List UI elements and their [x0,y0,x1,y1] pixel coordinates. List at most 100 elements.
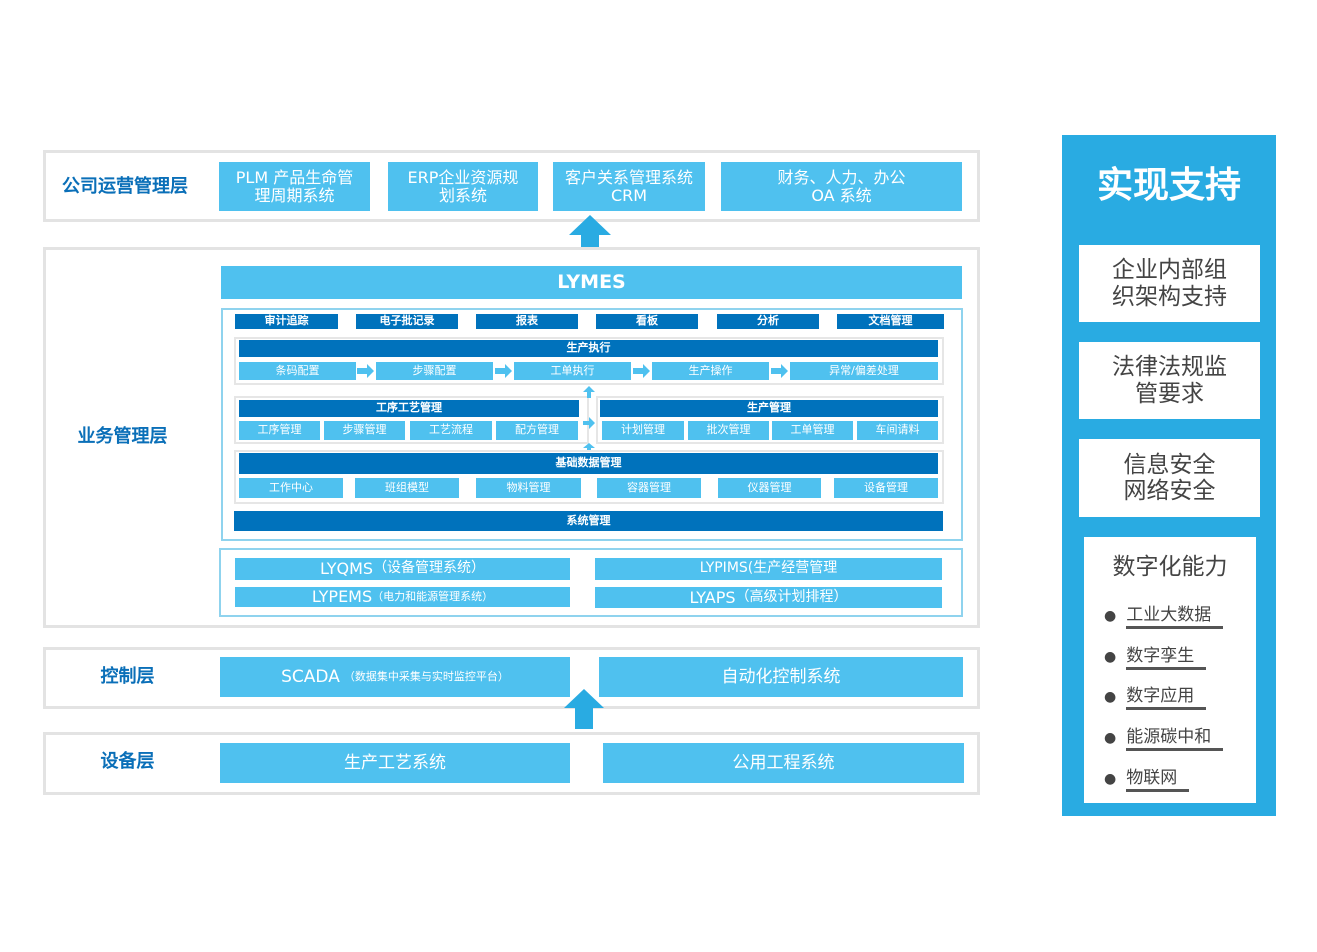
production-item[interactable]: 车间请料 [857,421,938,440]
step-barcode-config[interactable]: 条码配置 [239,362,356,380]
tab-reports[interactable]: 报表 [476,314,578,329]
arrow-right-icon [771,364,788,378]
sec-line1: 信息安全 [1123,451,1216,478]
production-item[interactable]: 工单管理 [772,421,853,440]
oa-line1: 财务、人力、办公 [777,167,906,187]
company-layer-label: 公司运营管理层 [62,176,188,198]
sec-line2: 网络安全 [1123,478,1216,504]
step-step-config[interactable]: 步骤配置 [376,362,493,380]
lyqms-name: LYQMS [319,559,374,579]
lymes-bar[interactable]: LYMES [221,266,962,299]
base-data-item[interactable]: 班组模型 [355,478,459,498]
plm-line2: 理周期系统 [254,185,335,205]
org-line2: 织架构支持 [1112,283,1227,310]
reg-line2: 管要求 [1135,380,1204,407]
process-management-frame [234,396,589,444]
tab-dashboard[interactable]: 看板 [596,314,698,329]
support-box-org: 企业内部组 织架构支持 [1079,245,1260,322]
lypems-name: LYPEMS [311,587,373,607]
base-data-item[interactable]: 工作中心 [239,478,343,498]
arrow-right-icon [633,364,650,378]
base-data-item[interactable]: 容器管理 [597,478,701,498]
process-item[interactable]: 工艺流程 [410,421,492,440]
bullet-icon: ● [1104,771,1117,787]
tab-analysis[interactable]: 分析 [717,314,819,329]
subsystem-lyaps[interactable]: LYAPS （高级计划排程） [595,587,942,608]
arrow-right-icon [495,364,512,378]
erp-system[interactable]: ERP企业资源规 划系统 [388,162,538,211]
step-exception-handling[interactable]: 异常/偏差处理 [790,362,938,380]
production-item[interactable]: 计划管理 [602,421,684,440]
crm-line2: CRM [610,185,648,205]
lyaps-desc: （高级计划排程） [735,588,848,605]
automation-control-system[interactable]: 自动化控制系统 [599,657,963,697]
bullet-icon: ● [1104,730,1117,746]
oa-line2: OA 系统 [811,185,872,205]
scada-desc: （数据集中采集与实时监控平台） [343,669,509,683]
erp-line2: 划系统 [438,185,487,205]
base-data-frame [234,450,944,504]
subsystem-lyqms[interactable]: LYQMS （设备管理系统） [235,558,570,580]
digital-item[interactable]: ● 物联网 [1104,763,1190,792]
arrow-up-icon [569,215,611,256]
process-item[interactable]: 工序管理 [239,421,320,440]
lymes-frame [221,308,963,541]
org-line1: 企业内部组 [1112,257,1227,284]
base-data-title: 基础数据管理 [239,453,938,474]
support-box-regulation: 法律法规监 管要求 [1079,342,1260,419]
system-management-bar[interactable]: 系统管理 [234,511,943,531]
production-item[interactable]: 批次管理 [688,421,769,440]
crm-line1: 客户关系管理系统 [564,167,693,187]
bullet-icon: ● [1104,608,1117,624]
digital-item[interactable]: ● 数字孪生 [1104,641,1207,670]
tab-electronic-batch-record[interactable]: 电子批记录 [356,314,458,329]
lypims-name: LYPIMS(生产经营管理 [699,560,838,577]
lyaps-name: LYAPS [689,587,736,607]
base-data-item[interactable]: 物料管理 [476,478,581,498]
production-management-frame [596,396,944,444]
crm-system[interactable]: 客户关系管理系统 CRM [553,162,705,211]
plm-line1: PLM 产品生命管 [235,167,354,187]
utility-engineering-system[interactable]: 公用工程系统 [603,743,964,783]
subsystem-lypems[interactable]: LYPEMS （电力和能源管理系统） [235,587,570,607]
business-layer-label: 业务管理层 [77,426,168,448]
control-layer-label: 控制层 [100,666,155,688]
production-execution-frame [234,337,944,385]
plm-system[interactable]: PLM 产品生命管 理周期系统 [219,162,370,211]
process-item[interactable]: 配方管理 [496,421,578,440]
scada-name: SCADA [281,666,340,687]
digital-capability-title: 数字化能力 [1112,554,1228,581]
arrow-up-icon [583,443,595,452]
erp-line1: ERP企业资源规 [407,167,519,187]
digital-item[interactable]: ● 能源碳中和 [1104,722,1224,751]
subsystems-frame [219,548,963,617]
arrow-up-icon [564,689,604,729]
subsystem-lypims[interactable]: LYPIMS(生产经营管理 [595,558,942,580]
tab-audit-trail[interactable]: 审计追踪 [235,314,338,329]
production-management-title: 生产管理 [600,400,938,417]
tab-document-management[interactable]: 文档管理 [837,314,944,329]
arrow-right-icon [357,364,374,378]
oa-system[interactable]: 财务、人力、办公 OA 系统 [721,162,962,211]
process-item[interactable]: 步骤管理 [324,421,405,440]
lyqms-desc: （设备管理系统） [373,560,486,577]
digital-item[interactable]: ● 数字应用 [1104,681,1207,710]
production-process-system[interactable]: 生产工艺系统 [220,743,570,783]
step-work-order-exec[interactable]: 工单执行 [514,362,631,380]
digital-capability-box [1084,537,1256,803]
production-execution-title: 生产执行 [239,340,938,357]
arrow-right-icon [583,417,595,429]
process-management-title: 工序工艺管理 [239,400,579,417]
bullet-icon: ● [1104,689,1117,705]
digital-item[interactable]: ● 工业大数据 [1104,600,1224,629]
base-data-item[interactable]: 仪器管理 [718,478,821,498]
support-box-security: 信息安全 网络安全 [1079,439,1260,517]
scada-system[interactable]: SCADA （数据集中采集与实时监控平台） [220,657,570,697]
lypems-desc: （电力和能源管理系统） [372,589,494,603]
reg-line1: 法律法规监 [1112,354,1227,381]
arrow-up-icon [583,386,595,398]
step-production-operation[interactable]: 生产操作 [652,362,769,380]
device-layer-label: 设备层 [100,751,155,773]
bullet-icon: ● [1104,649,1117,665]
base-data-item[interactable]: 设备管理 [834,478,938,498]
